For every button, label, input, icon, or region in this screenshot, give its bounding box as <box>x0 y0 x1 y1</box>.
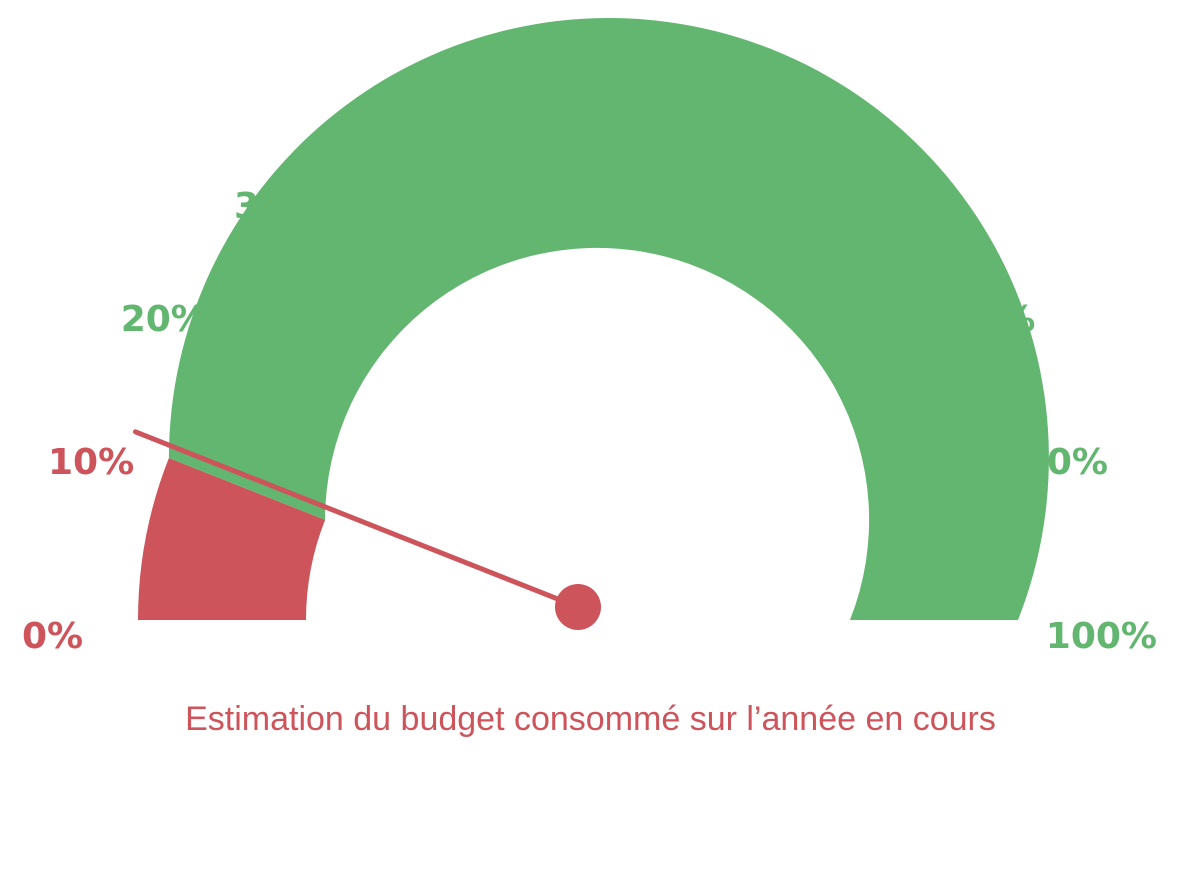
tick-label-40: 40% <box>377 113 463 154</box>
needle-hub <box>555 584 601 630</box>
gauge-arc-remaining <box>168 18 1049 620</box>
gauge-arcs <box>138 18 1049 620</box>
gauge-needle <box>132 429 601 630</box>
tick-label-70: 70% <box>836 186 922 227</box>
tick-label-60: 60% <box>693 113 779 154</box>
needle-line <box>132 429 581 610</box>
chart-title: Estimation du budget consommé sur l’anné… <box>185 700 996 738</box>
tick-label-100: 100% <box>1046 616 1157 657</box>
tick-label-10: 10% <box>48 442 134 483</box>
tick-label-50: 50% <box>535 88 621 129</box>
tick-label-0: 0% <box>22 616 83 657</box>
tick-label-20: 20% <box>121 299 207 340</box>
gauge-arc-consumed <box>138 458 326 620</box>
tick-label-80: 80% <box>949 299 1035 340</box>
gauge-tick-labels: 0% 10% 20% 30% 40% 50% 60% 70% 80% 90% 100% <box>22 88 1157 657</box>
tick-label-90: 90% <box>1022 442 1108 483</box>
tick-label-30: 30% <box>234 186 320 227</box>
